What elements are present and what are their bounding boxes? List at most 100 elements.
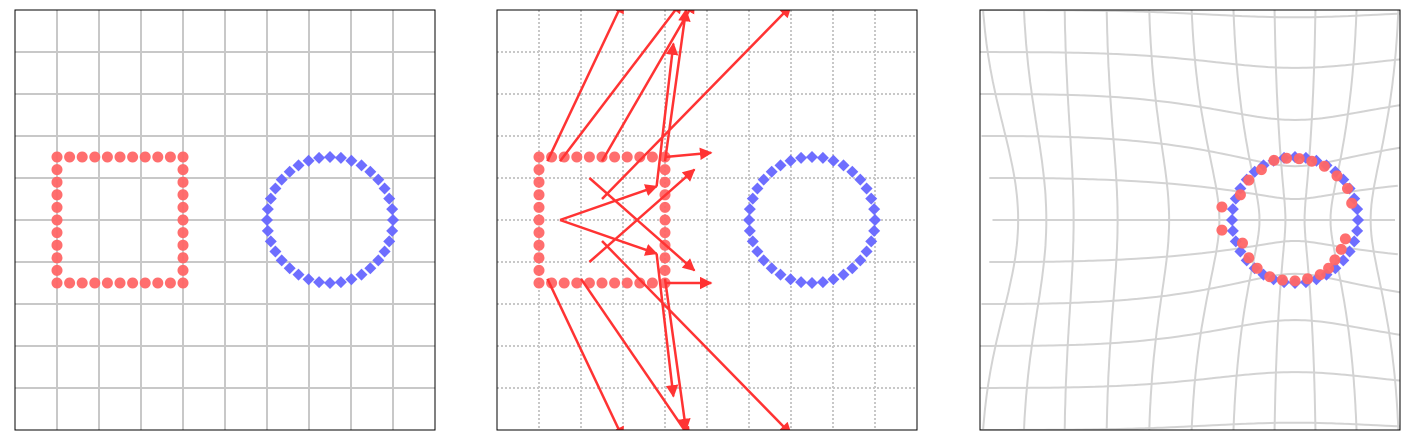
warped-grid-line	[982, 10, 1020, 430]
point	[51, 176, 63, 188]
point	[827, 273, 840, 286]
point	[64, 277, 76, 289]
point	[1276, 274, 1288, 286]
point	[76, 277, 88, 289]
point	[784, 273, 797, 286]
point	[51, 214, 63, 226]
point	[378, 182, 391, 195]
warped-grid-line	[980, 371, 1400, 389]
point	[757, 254, 770, 267]
point	[114, 151, 126, 163]
point	[533, 176, 545, 188]
point	[1318, 160, 1330, 172]
point	[869, 214, 881, 226]
point	[292, 268, 305, 281]
point	[76, 151, 88, 163]
point	[1342, 183, 1353, 194]
point	[865, 192, 878, 205]
point	[533, 252, 545, 264]
point	[302, 273, 315, 286]
arrow	[546, 10, 624, 162]
point	[533, 264, 545, 276]
point	[51, 264, 63, 276]
point	[261, 214, 273, 226]
point	[1216, 201, 1228, 213]
panel	[980, 10, 1400, 430]
warped-grid-line	[989, 177, 1398, 200]
point	[868, 203, 881, 216]
point	[659, 164, 671, 176]
point	[533, 151, 545, 163]
point	[837, 159, 850, 172]
point	[596, 277, 608, 289]
point	[659, 264, 671, 276]
warped-grid-line	[1329, 10, 1358, 430]
point	[1314, 269, 1326, 281]
point	[275, 254, 288, 267]
point	[854, 173, 867, 186]
point	[1339, 233, 1351, 245]
point	[364, 262, 377, 275]
point	[177, 189, 189, 201]
point	[139, 277, 151, 289]
point	[765, 262, 778, 275]
point	[765, 165, 778, 178]
point	[269, 245, 282, 258]
point	[659, 176, 671, 188]
point	[533, 239, 545, 251]
point	[139, 151, 151, 163]
point	[324, 277, 336, 289]
point	[1255, 164, 1267, 176]
point	[1351, 224, 1364, 237]
point	[345, 273, 358, 286]
point	[364, 165, 377, 178]
point	[746, 192, 759, 205]
point	[264, 235, 277, 248]
point	[114, 277, 126, 289]
arrow	[588, 168, 696, 263]
point	[177, 214, 189, 226]
warped-grid-line	[1022, 10, 1048, 430]
point	[177, 201, 189, 213]
point	[1348, 235, 1361, 248]
point	[345, 154, 358, 167]
point	[1293, 153, 1305, 165]
point	[865, 235, 878, 248]
point	[795, 276, 808, 289]
point	[571, 151, 583, 163]
point	[386, 203, 399, 216]
point	[177, 252, 189, 264]
point	[646, 277, 658, 289]
point	[659, 214, 671, 226]
point	[846, 165, 859, 178]
arrow	[663, 278, 691, 430]
point	[1281, 152, 1293, 164]
point	[837, 268, 850, 281]
point	[51, 277, 63, 289]
warped-grid-line	[980, 93, 1400, 122]
point	[387, 214, 399, 226]
arrow	[664, 147, 713, 161]
point	[313, 151, 326, 164]
point	[1306, 155, 1318, 167]
point	[583, 151, 595, 163]
warped-grid-line	[1232, 10, 1261, 430]
arrow	[559, 218, 658, 256]
warped-grid-line	[1303, 10, 1317, 430]
point	[784, 154, 797, 167]
point	[127, 151, 139, 163]
point	[746, 235, 759, 248]
point	[51, 201, 63, 213]
point	[177, 239, 189, 251]
point	[860, 182, 873, 195]
arrow	[546, 278, 624, 430]
point	[152, 151, 164, 163]
point	[646, 151, 658, 163]
panel	[15, 10, 435, 430]
point	[743, 214, 755, 226]
point	[1268, 154, 1280, 166]
arrow	[601, 10, 792, 200]
point	[177, 227, 189, 239]
point	[177, 151, 189, 163]
point	[51, 189, 63, 201]
